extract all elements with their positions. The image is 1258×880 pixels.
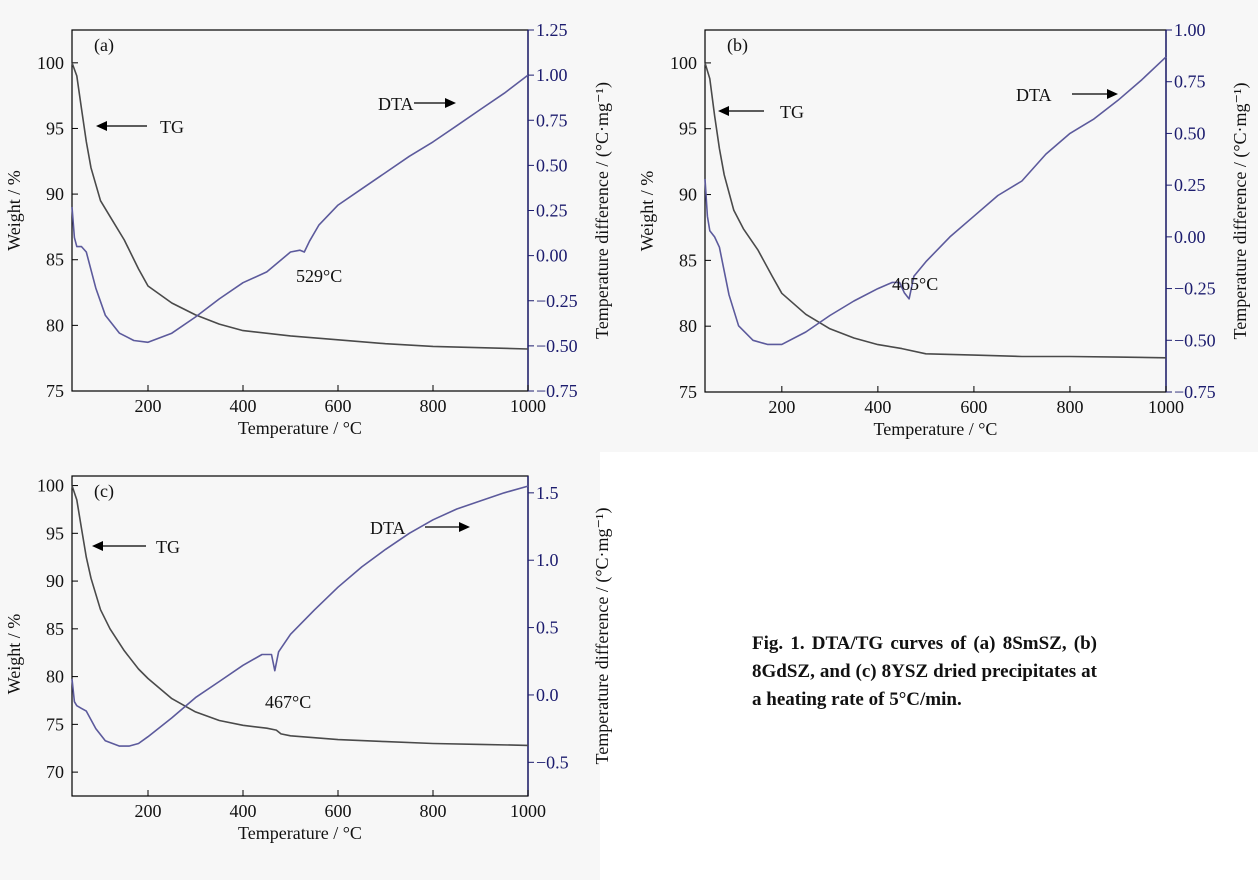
x-tick-label: 600 (325, 801, 352, 821)
y-right-tick-label: −0.25 (1174, 279, 1216, 299)
y-right-tick-label: −0.5 (536, 752, 569, 772)
tg-annotation: TG (780, 102, 804, 122)
chart-panel-c: 200 400 600 800 1000 70 75 80 85 90 95 100 −0.5 0.0 0.… (4, 475, 613, 843)
panel-label: (a) (94, 35, 114, 56)
y-right-axis-title: Temperature difference / (°C·mg⁻¹) (592, 82, 613, 339)
y-tick-label: 95 (46, 118, 64, 138)
x-tick-label: 600 (960, 397, 987, 417)
y-right-tick-label: 1.5 (536, 483, 559, 503)
y-tick-label: 75 (46, 714, 64, 734)
series-dta-line (71, 485, 529, 747)
figure-background-bottom (0, 452, 600, 880)
dta-arrow-head (1107, 89, 1118, 99)
panel-label: (b) (727, 35, 748, 56)
y-right-tick-label: 1.00 (536, 65, 568, 85)
tg-annotation: TG (156, 537, 180, 557)
y-right-tick-label: 1.00 (1174, 20, 1206, 40)
y-right-tick-label: 0.50 (1174, 123, 1206, 143)
series-dta-line (704, 56, 1167, 346)
y-tick-label: 75 (679, 382, 697, 402)
x-tick-label: 400 (230, 801, 257, 821)
dta-annotation: DTA (370, 518, 406, 538)
x-axis-title: Temperature / °C (874, 419, 998, 439)
x-tick-label: 1000 (510, 801, 546, 821)
y-tick-label: 90 (46, 571, 64, 591)
x-tick-label: 400 (864, 397, 891, 417)
peak-temperature-label: 529°C (296, 266, 342, 286)
x-tick-label: 200 (768, 397, 795, 417)
y-right-tick-label: 1.0 (536, 550, 559, 570)
y-right-tick-label: 0.25 (536, 201, 568, 221)
x-tick-label: 800 (420, 801, 447, 821)
y-tick-label: 95 (46, 523, 64, 543)
dta-annotation: DTA (1016, 85, 1052, 105)
y-right-tick-label: 0.00 (1174, 227, 1206, 247)
y-right-tick-label: 0.50 (536, 155, 568, 175)
y-axis-title: Weight / % (4, 170, 24, 251)
y-axis-title: Weight / % (637, 171, 657, 252)
series-tg-line (71, 485, 529, 747)
peak-temperature-label: 465°C (892, 274, 938, 294)
y-right-tick-label: 1.25 (536, 20, 568, 40)
tg-arrow-head (718, 106, 729, 116)
peak-temperature-label: 467°C (265, 692, 311, 712)
y-tick-label: 85 (46, 619, 64, 639)
dta-arrow-head (459, 522, 470, 532)
y-right-tick-label: 0.75 (1174, 72, 1206, 92)
y-tick-label: 90 (46, 184, 64, 204)
y-right-tick-label: 0.75 (536, 110, 568, 130)
x-tick-label: 200 (135, 396, 162, 416)
y-right-tick-label: −0.25 (536, 291, 578, 311)
x-tick-label: 200 (135, 801, 162, 821)
y-tick-label: 80 (46, 667, 64, 687)
tg-arrow-head (96, 121, 107, 131)
y-right-tick-label: 0.0 (536, 685, 559, 705)
y-tick-label: 85 (679, 250, 697, 270)
y-right-tick-label: 0.25 (1174, 175, 1206, 195)
y-tick-label: 100 (37, 476, 64, 496)
y-right-tick-label: 0.00 (536, 246, 568, 266)
y-right-axis-title: Temperature difference / (°C·mg⁻¹) (1230, 83, 1251, 340)
dta-annotation: DTA (378, 94, 414, 114)
y-right-axis-title: Temperature difference / (°C·mg⁻¹) (592, 508, 613, 765)
dta-arrow-head (445, 98, 456, 108)
x-tick-label: 800 (1056, 397, 1083, 417)
y-right-tick-label: −0.75 (536, 381, 578, 401)
y-axis-title: Weight / % (4, 614, 24, 695)
y-tick-label: 75 (46, 381, 64, 401)
y-tick-label: 85 (46, 250, 64, 270)
y-tick-label: 80 (46, 315, 64, 335)
y-right-tick-label: −0.50 (536, 336, 578, 356)
y-tick-label: 100 (670, 53, 697, 73)
x-axis-title: Temperature / °C (238, 418, 362, 438)
tg-arrow-head (92, 541, 103, 551)
figure-caption: Fig. 1. DTA/TG curves of (a) 8SmSZ, (b) … (752, 633, 1097, 710)
y-right-tick-label: −0.50 (1174, 330, 1216, 350)
y-tick-label: 80 (679, 316, 697, 336)
figure-background-top (0, 0, 1258, 452)
y-right-tick-label: −0.75 (1174, 382, 1216, 402)
x-tick-label: 1000 (1148, 397, 1184, 417)
series-dta-line (71, 74, 529, 344)
plot-frame (704, 29, 1167, 393)
x-tick-label: 800 (420, 396, 447, 416)
x-tick-label: 1000 (510, 396, 546, 416)
y-tick-label: 90 (679, 185, 697, 205)
x-tick-label: 400 (230, 396, 257, 416)
y-tick-label: 95 (679, 119, 697, 139)
series-tg-line (704, 62, 1167, 359)
y-right-tick-label: 0.5 (536, 618, 559, 638)
x-axis-title: Temperature / °C (238, 823, 362, 843)
x-tick-label: 600 (325, 396, 352, 416)
chart-panel-a: 200 400 600 800 1000 75 80 85 90 95 100 −0.75 −0.50 −… (4, 20, 613, 438)
series-tg-line (71, 62, 529, 350)
tg-annotation: TG (160, 117, 184, 137)
chart-panel-b: 200 400 600 800 1000 75 80 85 90 95 100 −0.75 −0.50 −… (637, 20, 1251, 439)
panel-label: (c) (94, 481, 114, 502)
y-tick-label: 100 (37, 53, 64, 73)
y-tick-label: 70 (46, 762, 64, 782)
